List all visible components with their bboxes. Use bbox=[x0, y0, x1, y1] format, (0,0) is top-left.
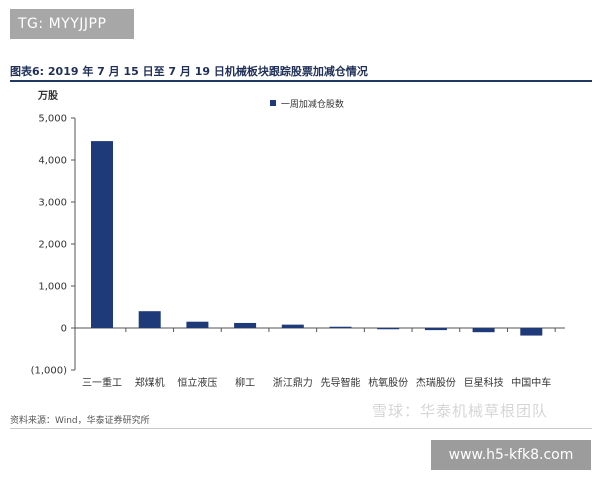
y-tick-label: 1,000 bbox=[38, 282, 67, 293]
legend-label: 一周加减仓股数 bbox=[280, 100, 344, 110]
bar-6 bbox=[329, 326, 352, 328]
x-tick-label: 杰瑞股份 bbox=[416, 377, 456, 389]
bar-2 bbox=[138, 311, 161, 328]
x-tick-label: 杭氧股份 bbox=[368, 376, 408, 389]
bar-9 bbox=[472, 328, 495, 333]
x-tick-label: 巨星科技 bbox=[464, 376, 504, 389]
source-note: 资料来源：Wind，华泰证券研究所 bbox=[10, 416, 150, 426]
x-tick-label: 先导智能 bbox=[321, 376, 361, 389]
y-tick-label: (1,000) bbox=[31, 366, 68, 377]
chart-legend: 一周加减仓股数 bbox=[270, 97, 344, 110]
watermark-text: 雪球：华泰机械草根团队 bbox=[372, 402, 549, 420]
url-overlay-badge: www.h5-kfk8.com bbox=[431, 440, 591, 470]
x-tick-label: 柳工 bbox=[235, 376, 255, 389]
y-tick-label: 4,000 bbox=[38, 156, 67, 167]
bar-4 bbox=[234, 322, 257, 328]
x-tick-label: 恒立液压 bbox=[177, 376, 217, 389]
bar-1 bbox=[91, 141, 113, 328]
y-tick-label: 3,000 bbox=[38, 198, 67, 209]
legend-swatch bbox=[270, 100, 276, 106]
y-tick-label: 2,000 bbox=[38, 240, 67, 251]
y-tick-label: 5,000 bbox=[38, 114, 67, 125]
x-tick-label: 中国中车 bbox=[511, 376, 551, 389]
y-axis-unit-label: 万股 bbox=[38, 91, 58, 102]
x-tick-label: 郑煤机 bbox=[135, 376, 165, 389]
bar-5 bbox=[281, 324, 304, 328]
bar-10 bbox=[520, 328, 543, 336]
x-tick-label: 三一重工 bbox=[82, 376, 122, 389]
bar-8 bbox=[424, 328, 447, 331]
tg-overlay-badge: TG: MYYJJPP bbox=[10, 9, 134, 39]
title-divider bbox=[10, 80, 592, 82]
source-divider bbox=[10, 428, 592, 429]
figure-title: 图表6: 2019 年 7 月 15 日至 7 月 19 日机械板块跟踪股票加减… bbox=[10, 65, 368, 78]
x-tick-label: 浙江鼎力 bbox=[273, 376, 313, 389]
bar-7 bbox=[377, 328, 400, 330]
y-tick-label: 0 bbox=[61, 324, 67, 335]
bar-3 bbox=[186, 321, 209, 328]
